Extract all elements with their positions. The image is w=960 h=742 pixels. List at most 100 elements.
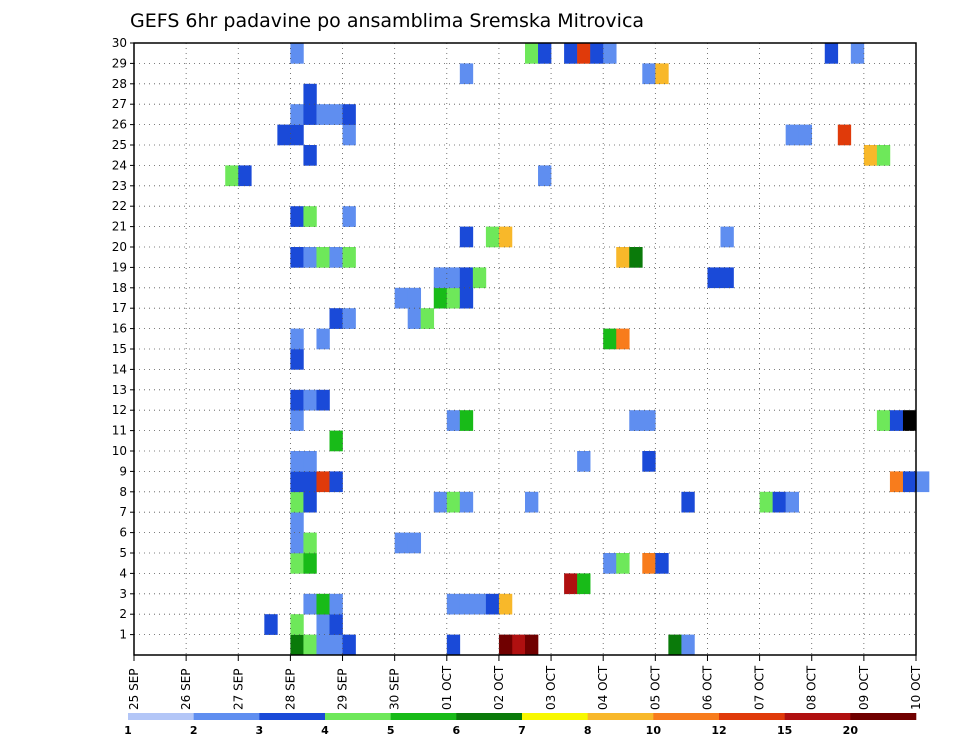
heatmap-cell [642, 451, 656, 472]
heatmap-cell [655, 63, 669, 85]
colorbar-swatch [259, 713, 326, 720]
heatmap-cell [303, 451, 317, 472]
heatmap-cell [290, 43, 304, 64]
heatmap-cell [472, 267, 487, 289]
colorbar-swatch [128, 713, 194, 720]
heatmap-cell [720, 267, 734, 289]
colorbar-label: 1 [124, 724, 132, 737]
heatmap-cell [616, 247, 630, 268]
x-tick-label: 25 SEP [127, 668, 141, 710]
colorbar-swatch [653, 713, 720, 720]
heatmap-cell [342, 308, 356, 329]
heatmap-cell [342, 104, 356, 125]
heatmap-cell [407, 308, 422, 329]
heatmap-cell [720, 226, 734, 248]
heatmap-cell [824, 43, 839, 64]
heatmap-cell [303, 145, 317, 166]
x-tick-label: 27 SEP [231, 668, 245, 710]
heatmap-cell [316, 389, 330, 411]
heatmap-cell [642, 410, 656, 431]
heatmap-cell [290, 410, 304, 431]
heatmap-cell [642, 63, 656, 85]
x-tick-label: 08 OCT [805, 665, 819, 710]
heatmap-cell [290, 389, 304, 411]
y-tick-label: 7 [119, 505, 127, 519]
heatmap-cell [433, 491, 448, 513]
heatmap-cell [290, 328, 304, 350]
heatmap-cell [785, 124, 799, 146]
heatmap-cell [577, 573, 591, 595]
heatmap-cell [590, 43, 604, 64]
grid-lines [134, 43, 916, 655]
colorbar-swatch [193, 713, 260, 720]
heatmap-cell [603, 328, 617, 350]
x-axis-ticks: 25 SEP 26 SEP 27 SEP 28 SEP 29 SEP 30 SEP 01 O… [127, 655, 923, 710]
heatmap-cell [577, 43, 591, 64]
colorbar: 1 2 3 4 5 6 7 8 10 12 15 20 [124, 713, 917, 737]
heatmap-cell [538, 43, 552, 64]
heatmap-cell [264, 614, 278, 635]
y-tick-label: 3 [119, 587, 127, 601]
colorbar-label: 3 [256, 724, 264, 737]
heatmap-cell [863, 145, 878, 166]
heatmap-cell [603, 553, 617, 574]
heatmap-cell [303, 104, 317, 125]
heatmap-cell [290, 614, 304, 635]
y-tick-label: 23 [112, 179, 127, 193]
heatmap-cell [446, 593, 461, 615]
colorbar-swatch [784, 713, 851, 720]
y-tick-label: 21 [112, 220, 127, 234]
heatmap-cell [459, 491, 474, 513]
x-tick-label: 04 OCT [596, 665, 610, 710]
x-tick-label: 05 OCT [648, 665, 662, 710]
y-tick-label: 24 [112, 158, 127, 172]
heatmap-cell [329, 308, 343, 329]
heatmap-cell [603, 43, 617, 64]
heatmap-cell [290, 491, 304, 513]
colorbar-swatch [390, 713, 457, 720]
heatmap-cell [329, 247, 343, 268]
heatmap-cell [577, 451, 591, 472]
x-tick-label: 28 SEP [283, 668, 297, 710]
heatmap-cell [459, 226, 474, 248]
colorbar-swatch [325, 713, 391, 720]
heatmap-cell [329, 104, 343, 125]
colorbar-swatch [522, 713, 588, 720]
heatmap-cell [459, 287, 474, 309]
heatmap-cell [889, 410, 904, 431]
heatmap-cell [303, 83, 317, 105]
heatmap-cell [316, 593, 330, 615]
x-tick-label: 02 OCT [492, 665, 506, 710]
heatmap-cell [225, 165, 239, 187]
colorbar-swatch [850, 713, 917, 720]
y-tick-label: 20 [112, 240, 127, 254]
x-tick-label: 09 OCT [857, 665, 871, 710]
heatmap-cell [303, 471, 317, 493]
heatmap-cell [290, 553, 304, 574]
y-tick-label: 12 [112, 403, 127, 417]
y-tick-label: 1 [119, 628, 127, 642]
y-axis-ticks: 1234567891011121314151617181920212223242… [112, 36, 134, 642]
x-tick-label: 30 SEP [388, 668, 402, 710]
heatmap-cell [407, 532, 422, 554]
y-tick-label: 26 [112, 118, 127, 132]
colorbar-label: 12 [711, 724, 726, 737]
colorbar-swatch [456, 713, 523, 720]
x-tick-label: 03 OCT [544, 665, 558, 710]
heatmap-cell [290, 349, 304, 370]
x-tick-label: 07 OCT [753, 665, 767, 710]
heatmap-cell [525, 43, 539, 64]
y-tick-label: 11 [112, 424, 127, 438]
heatmap-cell [759, 491, 773, 513]
heatmap-cell [290, 104, 304, 125]
y-tick-label: 30 [112, 36, 127, 50]
heatmap-cell [342, 634, 356, 656]
heatmap-cell [564, 43, 578, 64]
heatmap-cell [290, 532, 304, 554]
heatmap-cell [525, 634, 539, 656]
y-tick-label: 18 [112, 281, 127, 295]
x-tick-label: 06 OCT [700, 665, 714, 710]
x-tick-label: 01 OCT [440, 665, 454, 710]
colorbar-label: 8 [584, 724, 592, 737]
heatmap-cell [616, 328, 630, 350]
